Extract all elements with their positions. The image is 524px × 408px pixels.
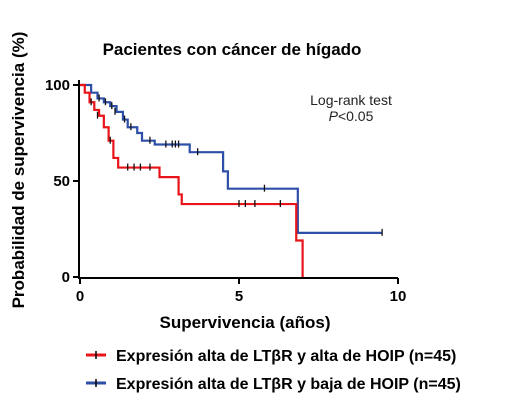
y-axis-label: Probabilidad de supervivencia (%) [9,32,28,309]
logrank-test-label: Log-rank test [310,92,392,108]
legend-label-high-hoip: Expresión alta de LTβR y alta de HOIP (n… [116,348,456,365]
y-tick-label: 100 [45,77,70,94]
x-tick-label: 0 [76,288,84,305]
y-tick-label: 0 [62,269,70,286]
survival-curve-high-hoip [80,83,304,277]
p-symbol: P [329,108,339,124]
y-tick-label: 50 [53,173,70,190]
legend: Expresión alta de LTβR y alta de HOIP (n… [86,348,461,393]
x-tick-label: 5 [235,288,243,305]
p-threshold: <0.05 [338,108,374,124]
axis-ticks: 0 50 100 0 5 10 [45,77,406,305]
series-layer [80,83,383,277]
p-value-label: P<0.05 [329,108,374,124]
x-axis-label: Supervivencia (años) [159,313,330,332]
survival-curve-low-hoip [80,83,383,234]
chart-title: Pacientes con cáncer de hígado [103,40,362,59]
x-tick-label: 10 [390,288,407,305]
legend-label-low-hoip: Expresión alta de LTβR y baja de HOIP (n… [116,376,461,393]
